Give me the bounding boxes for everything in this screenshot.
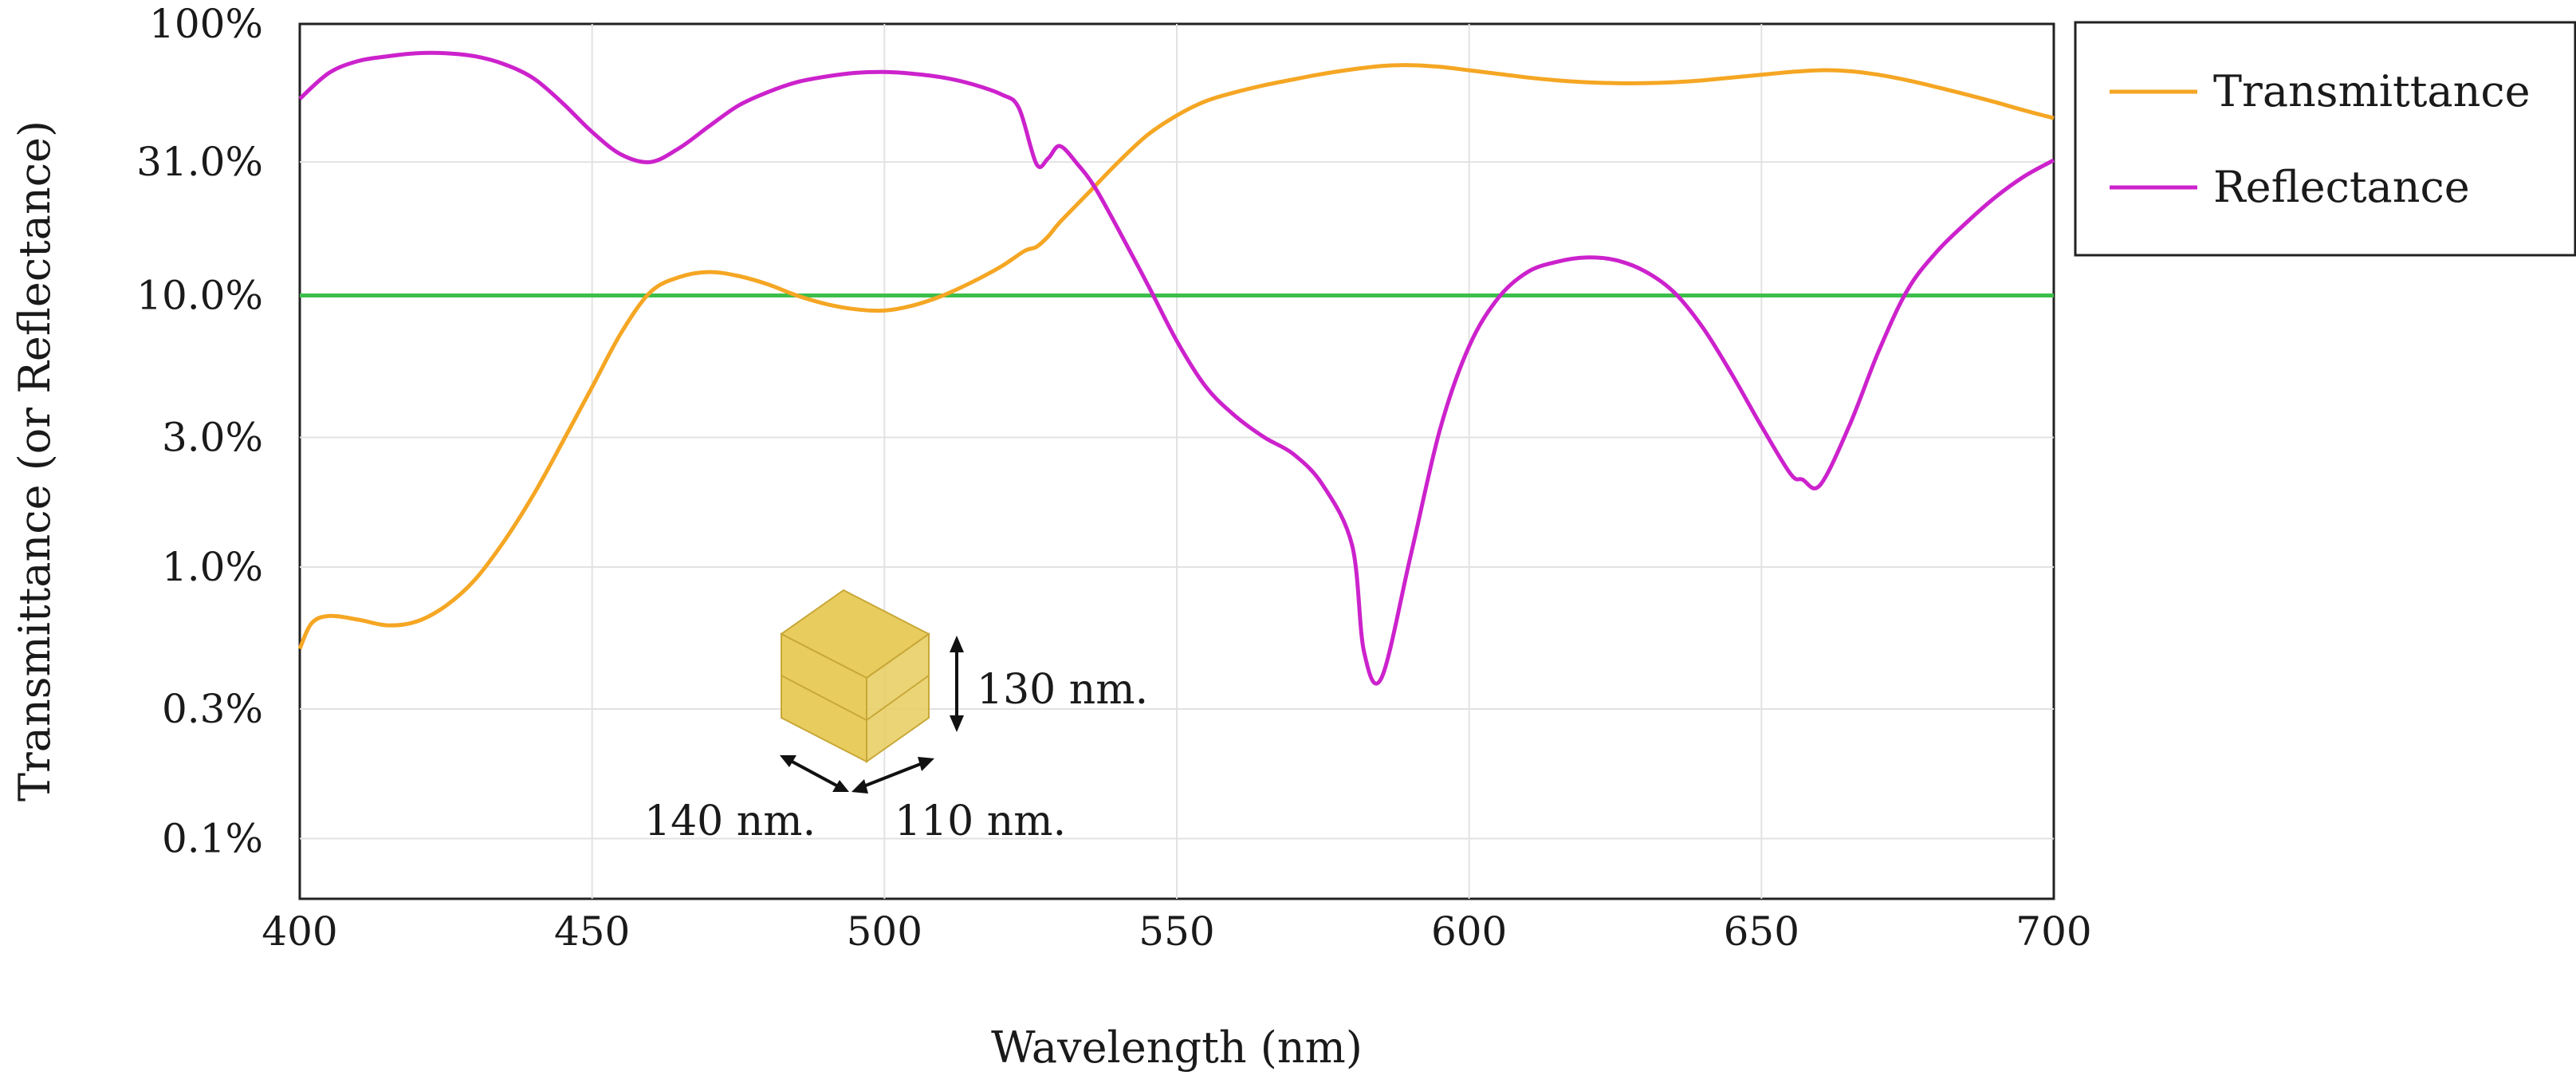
legend: Transmittance Reflectance — [2074, 21, 2576, 257]
y-tick-label: 10.0% — [136, 272, 263, 318]
legend-label-transmittance: Transmittance — [2213, 66, 2531, 116]
y-tick-label: 0.3% — [162, 686, 263, 732]
width-label: 110 nm. — [895, 798, 1066, 845]
y-tick-label: 3.0% — [162, 415, 263, 461]
cuboid-layer-line — [781, 675, 930, 722]
x-tick-label: 600 — [1431, 908, 1507, 955]
series-layer — [297, 50, 2055, 686]
x-tick-label: 650 — [1724, 908, 1799, 955]
x-tick-label: 500 — [847, 908, 922, 955]
x-tick-label: 450 — [554, 908, 630, 955]
nanostructure-inset: 130 nm. 140 nm. 110 nm. — [644, 589, 1148, 845]
x-tick-label: 550 — [1139, 908, 1214, 955]
series-line-reflectance — [298, 50, 2055, 686]
legend-box — [2074, 21, 2576, 257]
width-arrow — [851, 757, 934, 794]
x-tick-label: 400 — [262, 908, 337, 955]
y-tick-label: 100% — [149, 1, 263, 47]
height-arrow — [950, 636, 964, 732]
y-tick-label: 0.1% — [162, 815, 263, 861]
length-label: 140 nm. — [644, 798, 816, 845]
y-tick-labels: 100% 31.0% 10.0% 3.0% 1.0% 0.3% 0.1% — [136, 1, 263, 861]
x-tick-label: 700 — [2016, 908, 2091, 955]
y-tick-label: 1.0% — [162, 544, 263, 590]
x-tick-labels: 400 450 500 550 600 650 700 — [262, 908, 2091, 955]
length-arrow — [780, 755, 849, 792]
legend-label-reflectance: Reflectance — [2213, 162, 2470, 212]
y-tick-label: 31.0% — [136, 139, 263, 185]
y-axis-title: Transmittance (or Reflectance) — [10, 120, 60, 802]
height-label: 130 nm. — [977, 666, 1148, 714]
x-axis-title: Wavelength (nm) — [991, 1022, 1363, 1073]
series-line-transmittance — [297, 63, 2055, 650]
